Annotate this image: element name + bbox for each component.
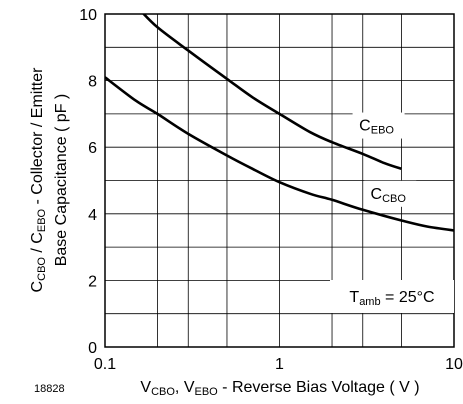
y-axis-title-part-1: CBO xyxy=(36,257,48,281)
curve-label-part-1: EBO xyxy=(371,124,395,136)
x-axis-title-part-3: EBO xyxy=(194,386,218,398)
curve-label-c-cbo: CCBO xyxy=(371,186,407,205)
x-axis-title-part-2: , V xyxy=(175,379,195,396)
curve-label-part-0: C xyxy=(371,186,383,203)
x-axis-title-part-1: CBO xyxy=(151,386,175,398)
y-tick-label: 10 xyxy=(79,7,97,24)
x-tick-label: 0.1 xyxy=(94,356,116,373)
annotation-part-0: T xyxy=(349,289,359,306)
temperature-annotation: Tamb = 25°C xyxy=(349,289,434,308)
tick-labels: 0 2 4 6 8 10 0.1 1 10 xyxy=(79,7,463,373)
y-axis-title-part-3: EBO xyxy=(36,208,48,232)
temperature-annotation-box xyxy=(330,280,454,313)
curve-label-backing xyxy=(352,112,405,139)
series-line-c-ebo xyxy=(141,14,402,171)
x-tick-label: 1 xyxy=(275,356,284,373)
x-axis-title-part-4: - Reverse Bias Voltage ( V ) xyxy=(218,379,420,396)
curve-label-c-ebo: CEBO xyxy=(359,118,394,137)
x-axis-title: VCBO, VEBO - Reverse Bias Voltage ( V ) xyxy=(140,379,419,398)
y-axis-title-line1: CCBO / CEBO - Collector / Emitter xyxy=(29,67,48,293)
plot-frame xyxy=(104,13,455,348)
x-tick-label: 10 xyxy=(445,356,463,373)
curve-label-backing xyxy=(364,180,417,207)
y-tick-label: 6 xyxy=(88,140,97,157)
y-axis-title-part-0: C xyxy=(29,281,46,293)
annotation-part-1: amb xyxy=(359,296,380,308)
y-axis-title-part-4: - Collector / Emitter xyxy=(29,67,46,209)
x-axis-title-part-0: V xyxy=(140,379,151,396)
series-line-c-cbo xyxy=(105,76,454,232)
curve-label-part-1: CBO xyxy=(382,193,406,205)
y-tick-label: 4 xyxy=(88,207,97,224)
y-tick-label: 8 xyxy=(88,74,97,91)
figure-number: 18828 xyxy=(34,383,65,395)
y-tick-label: 2 xyxy=(88,273,97,290)
y-axis-title-part-2: / C xyxy=(29,232,46,257)
curve-label-part-0: C xyxy=(359,118,371,135)
series-layer xyxy=(105,14,454,232)
y-tick-label: 0 xyxy=(88,340,97,357)
y-axis-title-line2: Base Capacitance ( pF ) xyxy=(53,94,70,267)
annotation-part-2: = 25°C xyxy=(381,289,435,306)
